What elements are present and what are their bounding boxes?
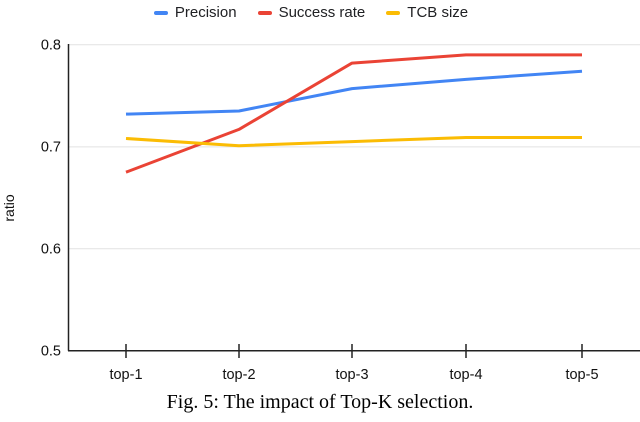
legend-label-tcb-size: TCB size [407,4,469,21]
legend-swatch-precision [153,11,168,15]
series-line-precision [125,69,583,116]
figure-caption: Fig. 5: The impact of Top-K selection. [166,391,474,413]
legend-item-precision: Precision [153,4,237,22]
legend-item-tcb-size: TCB size [386,4,468,22]
legend-swatch-tcb-size [386,11,401,15]
line-chart-plot: 0.8 0.7 0.6 0.5 top-1 top-2 top-3 top-4 … [1,38,640,383]
y-tick-label-0-7: 0.7 [41,140,61,156]
legend-label-precision: Precision [174,4,237,21]
x-tick-label-top-1: top-1 [109,367,142,383]
y-tick-label-0-6: 0.6 [41,242,61,258]
y-tick-label-0-8: 0.8 [41,38,61,54]
legend-swatch-success-rate [257,11,272,15]
y-axis-title: ratio [1,194,17,221]
x-tick-label-top-3: top-3 [335,367,368,383]
x-tick-label-top-5: top-5 [565,367,598,383]
x-tick-label-top-2: top-2 [222,367,255,383]
series-lines-group [125,53,583,174]
y-tick-label-0-5: 0.5 [41,344,61,360]
legend-item-success-rate: Success rate [257,4,366,22]
x-tick-label-top-4: top-4 [449,367,482,383]
series-line-tcb-size [125,136,582,148]
chart-legend: Precision Success rate TCB size [0,3,622,23]
legend-label-success-rate: Success rate [278,4,366,21]
